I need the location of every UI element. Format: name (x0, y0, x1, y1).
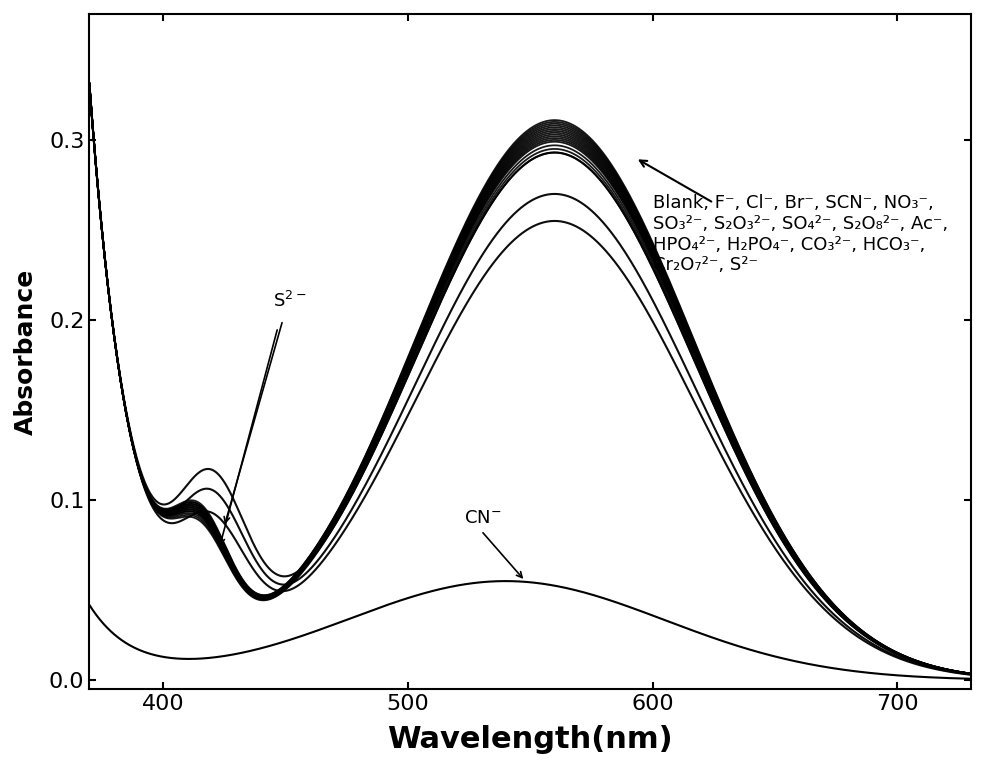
Text: CN$^{-}$: CN$^{-}$ (464, 509, 501, 527)
Text: S$^{2-}$: S$^{2-}$ (273, 291, 307, 311)
Y-axis label: Absorbance: Absorbance (14, 268, 38, 435)
Text: Blank, F⁻, Cl⁻, Br⁻, SCN⁻, NO₃⁻,
SO₃²⁻, S₂O₃²⁻, SO₄²⁻, S₂O₈²⁻, Ac⁻,
HPO₄²⁻, H₂PO: Blank, F⁻, Cl⁻, Br⁻, SCN⁻, NO₃⁻, SO₃²⁻, … (653, 194, 948, 274)
X-axis label: Wavelength(nm): Wavelength(nm) (387, 725, 673, 754)
